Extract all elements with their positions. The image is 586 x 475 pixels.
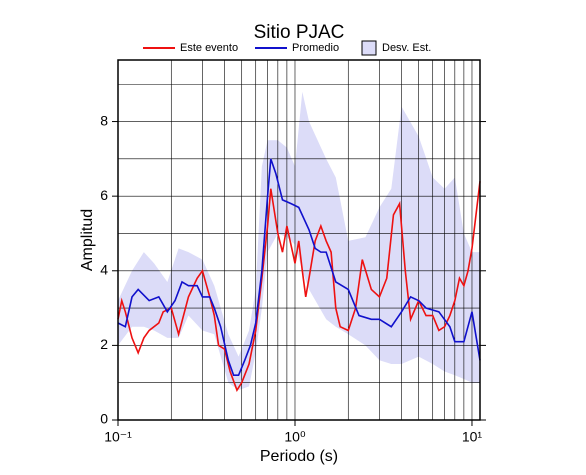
chart-title: Sitio PJAC [254,22,345,43]
x-tick-label: 10⁻¹ [104,429,132,445]
y-axis-title: Amplitud [79,209,96,271]
legend-label: Este evento [180,42,238,54]
x-axis-title: Periodo (s) [260,448,338,465]
y-tick-label: 2 [100,336,108,352]
line [117,181,481,392]
legend-label: Desv. Est. [382,42,431,54]
legend-label: Promedio [292,42,339,54]
plot-frame [117,59,481,421]
line [117,158,481,377]
y-tick-label: 0 [100,411,108,427]
y-tick-label: 6 [100,187,108,203]
y-tick-label: 4 [100,261,108,277]
y-tick-label: 8 [100,112,108,128]
x-tick-label: 10¹ [462,429,483,445]
legend-swatch [361,40,377,56]
x-tick-label: 10⁰ [284,429,306,445]
